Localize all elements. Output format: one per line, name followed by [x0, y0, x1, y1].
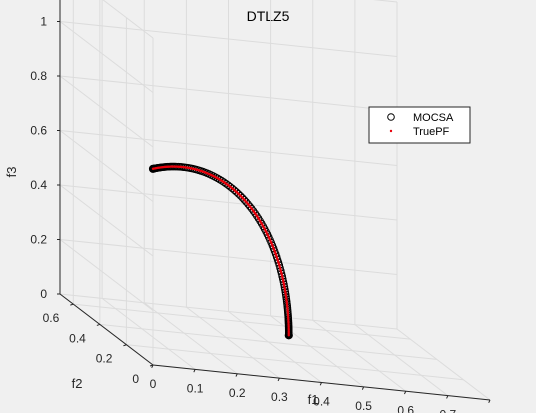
mocsa-point — [215, 175, 224, 184]
x-tick-label: 0.6 — [397, 403, 414, 413]
gridline — [59, 21, 398, 57]
gridline — [228, 311, 322, 383]
x-tick-label: 0.1 — [187, 381, 204, 395]
z-axis-label: f3 — [4, 167, 19, 178]
gridline — [126, 344, 464, 381]
legend-truepf-marker — [389, 129, 393, 133]
z-tick-label: 1 — [40, 15, 47, 29]
x-tick-mark — [446, 395, 449, 399]
gridline — [143, 302, 238, 375]
gridline — [73, 303, 411, 340]
gridline — [99, 323, 437, 360]
legend-truepf-label: TruePF — [413, 126, 450, 138]
gridline — [186, 306, 280, 379]
gridline — [59, 184, 154, 257]
gridline — [312, 319, 407, 392]
gridline — [59, 184, 398, 221]
gridline — [59, 75, 154, 148]
z-tick-label: 0.2 — [30, 233, 47, 247]
gridline — [59, 130, 398, 166]
x-tick-mark — [277, 377, 280, 382]
mocsa-point — [232, 188, 241, 196]
gridline — [396, 328, 491, 401]
y-tick-label: 0.4 — [69, 331, 86, 345]
y-tick-mark — [70, 303, 74, 306]
y-tick-label: 0 — [132, 372, 139, 386]
x-tick-label: 0.7 — [440, 408, 457, 413]
x-tick-label: 0.4 — [313, 395, 330, 409]
mocsa-point — [234, 190, 243, 198]
y-tick-mark — [149, 364, 154, 367]
mocsa-point — [244, 200, 252, 208]
x-tick-mark — [403, 391, 407, 395]
gridline — [59, 130, 154, 202]
mocsa-point — [242, 198, 251, 206]
truepf-point — [287, 334, 290, 337]
x-tick-mark — [488, 399, 491, 404]
legend-mocsa-marker — [387, 113, 395, 121]
z-tick-label: 0.8 — [30, 69, 47, 83]
y-tick-label: 0.2 — [96, 352, 113, 366]
z-tick-label: 0.6 — [30, 124, 47, 138]
gridline — [59, 239, 154, 311]
y-tick-mark — [123, 344, 127, 347]
legend-mocsa-label: MOCSA — [413, 112, 454, 124]
legend[interactable]: MOCSA TruePF — [368, 106, 471, 144]
y-tick-label: 0.6 — [43, 311, 60, 325]
mocsa-point — [240, 196, 249, 204]
x-tick-label: 0.3 — [271, 390, 288, 404]
y-axis-line — [59, 293, 154, 366]
mocsa-point — [236, 191, 245, 200]
z-tick-label: 0.4 — [30, 178, 47, 192]
legend-box — [368, 106, 471, 144]
x-tick-mark — [319, 382, 322, 386]
gridline — [59, 293, 398, 330]
gridline — [354, 324, 449, 397]
chart-title: DTLZ5 — [247, 8, 290, 24]
gridline — [59, 239, 398, 275]
mocsa-point — [246, 202, 254, 211]
gridline — [59, 75, 398, 112]
x-tick-label: 0.5 — [355, 399, 372, 413]
gridline — [102, 0, 154, 39]
mocsa-point — [238, 193, 247, 202]
axes-box — [57, 0, 491, 404]
y-axis-label: f2 — [72, 376, 83, 391]
x-tick-label: 0 — [150, 377, 157, 391]
gridline — [59, 21, 154, 93]
x-tick-mark — [193, 369, 196, 373]
tick-labels: 0 0.1 0.2 0.3 0.4 0.5 0.6 0.7 0.8 0 0.2 0.4 0.6 0 0.2 0… — [30, 15, 498, 413]
grid-layer — [59, 0, 491, 401]
x-axis-label: f1 — [308, 392, 319, 407]
z-tick-label: 0 — [40, 287, 47, 301]
gridline — [101, 297, 196, 370]
x-tick-mark — [235, 373, 238, 377]
x-tick-label: 0.2 — [229, 386, 246, 400]
x-tick-mark — [361, 386, 365, 390]
data-marks — [148, 162, 293, 340]
y-tick-mark — [96, 323, 101, 326]
mocsa-point — [213, 174, 222, 183]
